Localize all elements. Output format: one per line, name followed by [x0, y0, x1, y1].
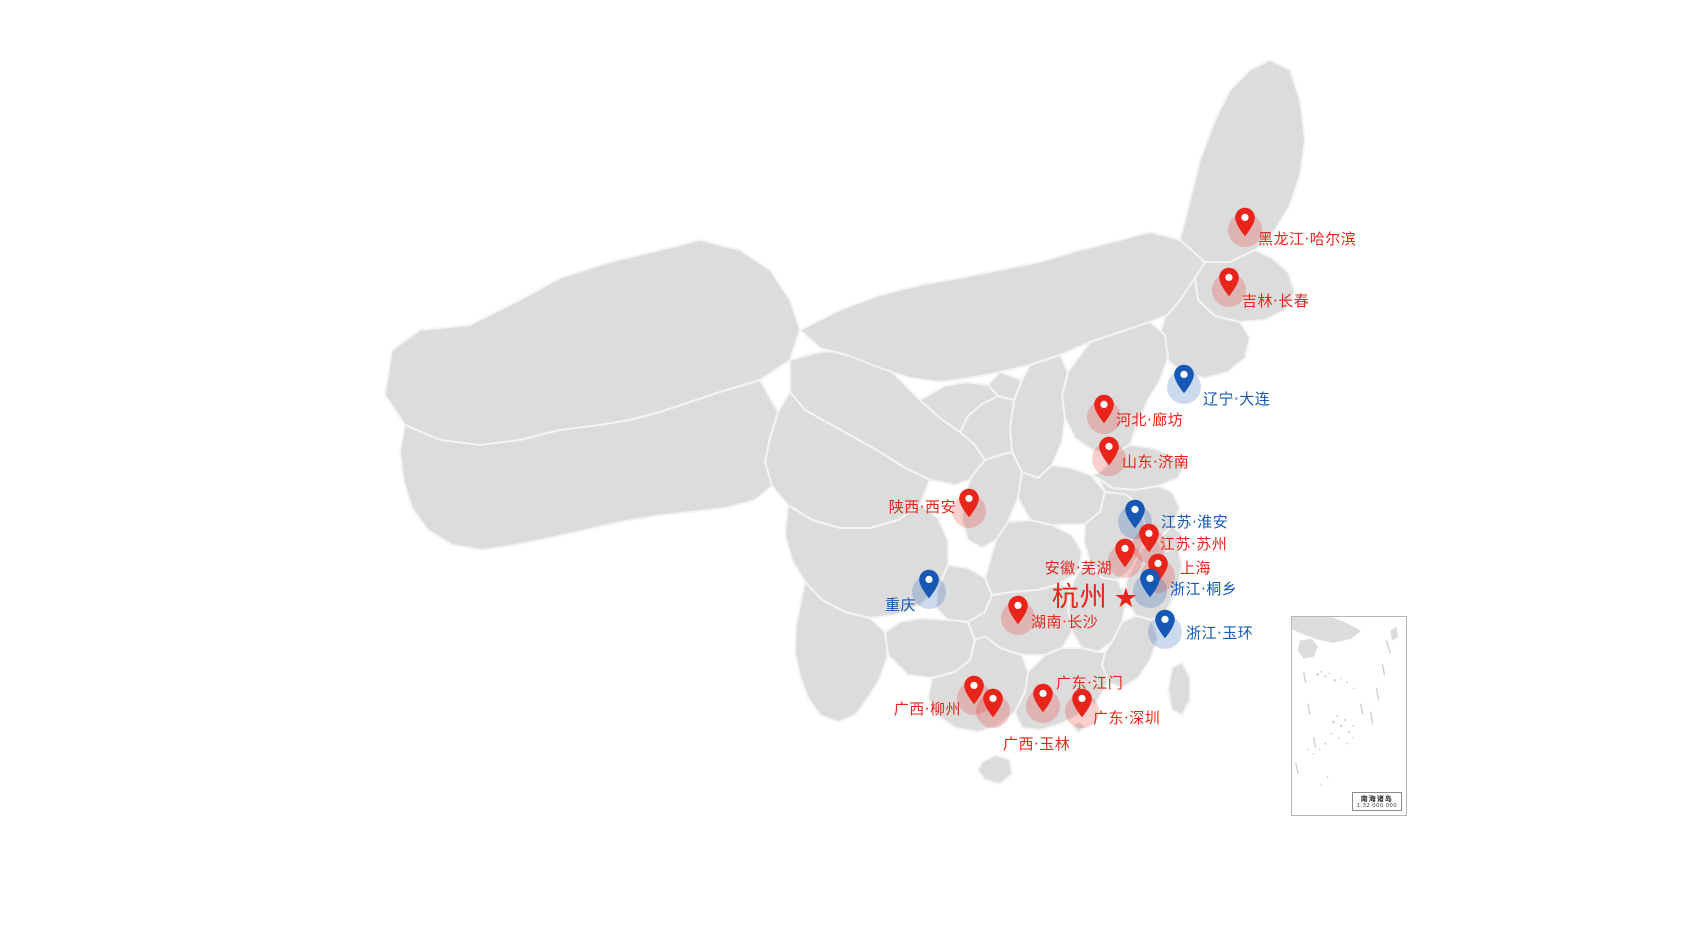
headquarters-hangzhou[interactable]: 杭州 ★: [1052, 583, 1138, 613]
map-marker-label[interactable]: 广东·深圳: [1093, 709, 1161, 727]
map-pin-marker[interactable]: [1092, 436, 1126, 476]
location-pin-icon: [1124, 499, 1146, 529]
province-yunnan: [794, 581, 889, 723]
map-pin-marker[interactable]: [1108, 538, 1142, 578]
map-marker-label[interactable]: 上海: [1180, 559, 1212, 577]
map-pin-marker[interactable]: [1087, 394, 1121, 434]
map-pin-marker[interactable]: [976, 688, 1010, 728]
map-pin-marker[interactable]: [912, 569, 946, 609]
map-marker-label[interactable]: 浙江·玉环: [1186, 624, 1254, 642]
map-marker-label[interactable]: 吉林·长春: [1242, 292, 1310, 310]
province-liaoning: [1157, 277, 1251, 379]
inset-map-shapes: [1292, 617, 1399, 787]
province-gansu-corridor: [919, 381, 999, 433]
province-shanxi: [1009, 354, 1069, 479]
province-taiwan: [1167, 661, 1191, 716]
location-pin-icon: [1173, 364, 1195, 394]
location-pin-icon: [1093, 394, 1115, 424]
map-marker-label[interactable]: 广西·柳州: [893, 700, 961, 718]
region-hongkong: [1071, 721, 1086, 734]
location-pin-icon: [1071, 688, 1093, 718]
map-marker-label[interactable]: 湖南·长沙: [1031, 613, 1099, 631]
map-pin-marker[interactable]: [1026, 683, 1060, 723]
inset-title: 南海诸岛: [1360, 794, 1393, 803]
location-pin-icon: [1098, 436, 1120, 466]
map-pin-marker[interactable]: [1001, 595, 1035, 635]
map-marker-label[interactable]: 黑龙江·哈尔滨: [1258, 230, 1357, 248]
map-marker-label[interactable]: 陕西·西安: [888, 498, 956, 516]
location-pin-icon: [1032, 683, 1054, 713]
map-marker-label[interactable]: 重庆: [884, 596, 916, 614]
location-pin-icon: [963, 675, 985, 705]
location-pin-icon: [958, 488, 980, 518]
location-pin-icon: [982, 688, 1004, 718]
location-pin-icon: [1218, 267, 1240, 297]
inset-scale-text: 1:32 000 000: [1356, 802, 1397, 809]
location-pin-icon: [1114, 538, 1136, 568]
map-marker-label[interactable]: 河北·廊坊: [1116, 411, 1184, 429]
map-marker-label[interactable]: 安徽·芜湖: [1044, 559, 1112, 577]
location-pin-icon: [1138, 523, 1160, 553]
province-hainan: [977, 754, 1013, 785]
map-pin-marker[interactable]: [1228, 207, 1262, 247]
map-pin-marker[interactable]: [1167, 364, 1201, 404]
location-pin-icon: [918, 569, 940, 599]
map-marker-label[interactable]: 山东·济南: [1122, 453, 1190, 471]
star-icon: ★: [1113, 582, 1138, 614]
map-marker-label[interactable]: 江苏·苏州: [1160, 535, 1228, 553]
location-pin-icon: [1234, 207, 1256, 237]
map-marker-label[interactable]: 广东·江门: [1056, 674, 1124, 692]
map-marker-label[interactable]: 广西·玉林: [1003, 735, 1071, 753]
map-pin-marker[interactable]: [1065, 688, 1099, 728]
location-pin-icon: [1139, 568, 1161, 598]
headquarters-label: 杭州: [1051, 582, 1108, 613]
location-pin-icon: [1007, 595, 1029, 625]
map-pin-marker[interactable]: [952, 488, 986, 528]
map-pin-marker[interactable]: [1148, 609, 1182, 649]
map-marker-label[interactable]: 浙江·桐乡: [1170, 580, 1238, 598]
map-pin-marker[interactable]: [1133, 568, 1167, 608]
map-pin-marker[interactable]: [1212, 267, 1246, 307]
map-marker-label[interactable]: 辽宁·大连: [1203, 390, 1271, 408]
inset-scale-box: 南海诸岛 1:32 000 000: [1351, 791, 1402, 811]
location-pin-icon: [1154, 609, 1176, 639]
map-pin-marker[interactable]: [1132, 523, 1166, 563]
south-china-sea-inset: 南海诸岛 1:32 000 000: [1291, 616, 1407, 816]
map-marker-label[interactable]: 江苏·淮安: [1161, 513, 1229, 531]
province-tibet: [399, 379, 779, 551]
